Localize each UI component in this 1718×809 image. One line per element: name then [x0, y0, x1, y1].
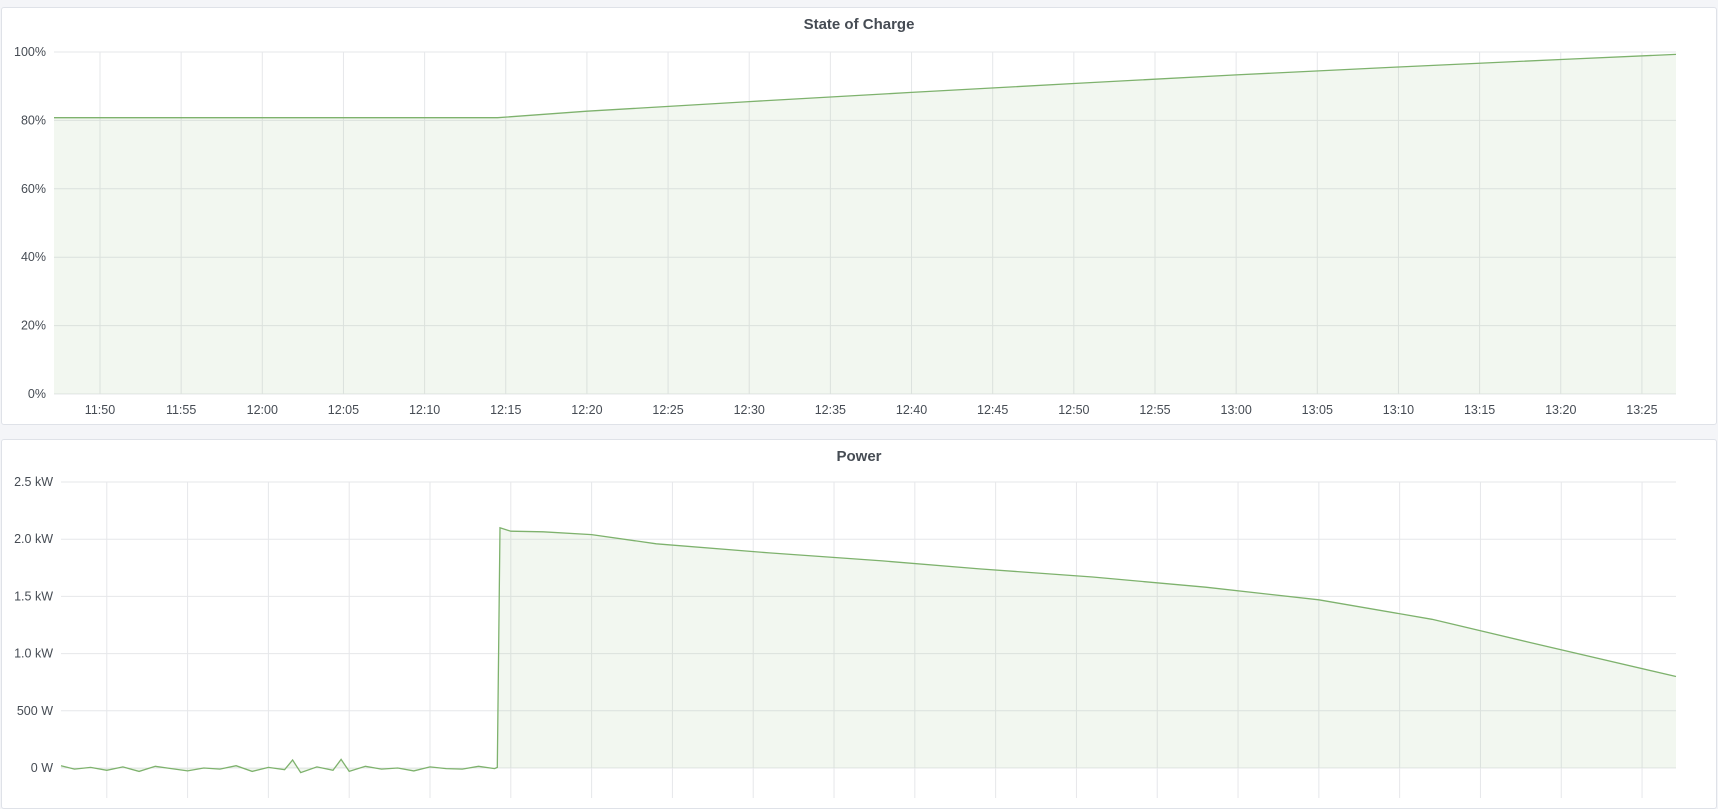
y-tick-label: 60%: [21, 182, 46, 196]
x-tick-label: 12:50: [1058, 403, 1089, 417]
y-tick-label: 500 W: [17, 704, 53, 718]
x-tick-label: 13:00: [1221, 403, 1252, 417]
soc-title: State of Charge: [803, 16, 915, 33]
y-tick-label: 1.0 kW: [14, 647, 53, 661]
power-panel: Power: [1, 439, 1717, 809]
x-tick-label: 12:30: [734, 403, 765, 417]
y-tick-label: 0 W: [31, 761, 53, 775]
x-tick-label: 12:20: [571, 403, 602, 417]
y-tick-label: 40%: [21, 250, 46, 264]
x-tick-label: 13:20: [1545, 403, 1576, 417]
y-tick-label: 100%: [14, 45, 46, 59]
x-tick-label: 12:05: [328, 403, 359, 417]
y-tick-label: 80%: [21, 113, 46, 127]
x-tick-label: 12:00: [247, 403, 278, 417]
x-tick-label: 12:25: [652, 403, 683, 417]
y-tick-label: 0%: [28, 387, 46, 401]
series-area: [61, 527, 1676, 773]
x-tick-label: 11:50: [85, 403, 115, 417]
series-area: [54, 54, 1676, 395]
series-line: [60, 526, 1677, 774]
x-tick-label: 12:10: [409, 403, 440, 417]
x-tick-label: 12:40: [896, 403, 927, 417]
x-tick-label: 12:15: [490, 403, 521, 417]
x-tick-label: 12:45: [977, 403, 1008, 417]
y-tick-label: 20%: [21, 319, 46, 333]
x-tick-label: 12:35: [815, 403, 846, 417]
power-title: Power: [836, 448, 882, 465]
x-tick-label: 13:25: [1626, 403, 1657, 417]
y-tick-label: 1.5 kW: [14, 589, 53, 603]
x-tick-label: 13:15: [1464, 403, 1495, 417]
x-tick-label: 13:05: [1302, 403, 1333, 417]
series-line: [54, 53, 1677, 119]
y-tick-label: 2.5 kW: [14, 475, 53, 489]
x-tick-label: 13:10: [1383, 403, 1414, 417]
soc-panel: State of Charge: [1, 7, 1717, 425]
y-tick-label: 2.0 kW: [14, 532, 53, 546]
x-tick-label: 12:55: [1139, 403, 1170, 417]
x-tick-label: 11:55: [166, 403, 196, 417]
